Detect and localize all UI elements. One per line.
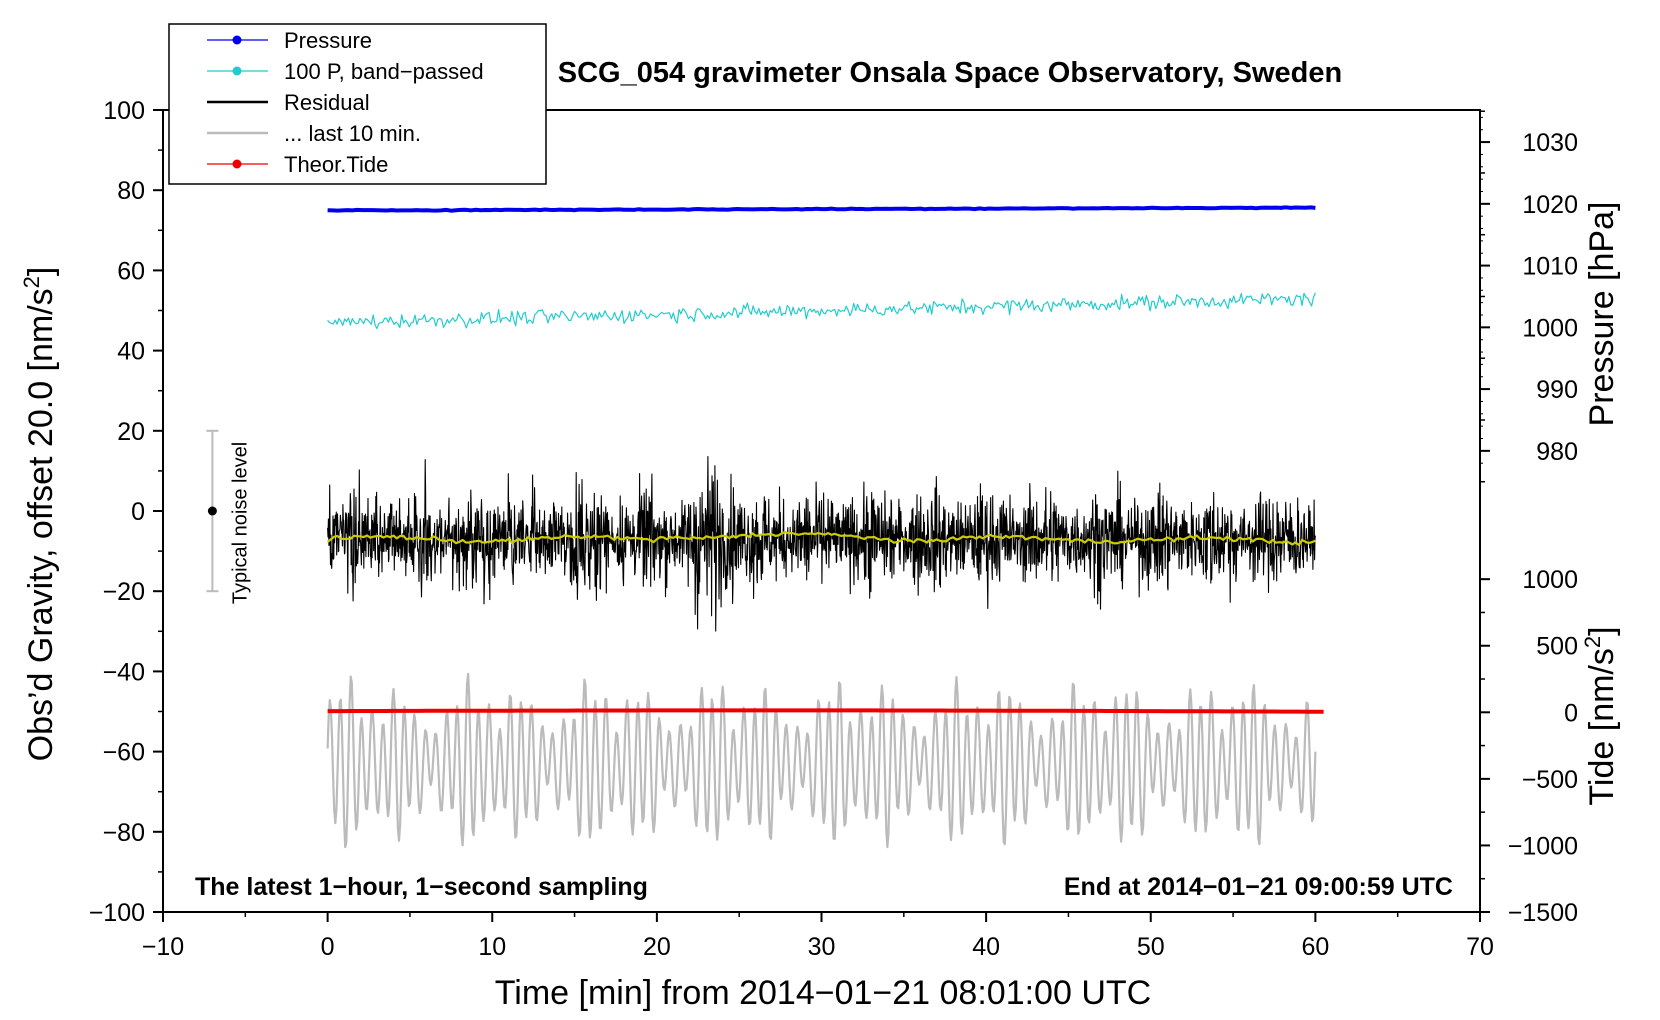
legend-label: Residual [284, 90, 370, 115]
pressure-tick-label: 1000 [1522, 314, 1578, 342]
legend-label: Pressure [284, 28, 372, 53]
y-tick-label: −20 [103, 578, 145, 606]
tide-axis: 1000 500 0 −500 −1000 −1500 [1480, 566, 1578, 927]
x-tick-label: 70 [1466, 933, 1494, 961]
legend: Pressure 100 P, band−passed Residual ... la… [168, 23, 547, 185]
y-tick-label: 40 [117, 338, 145, 366]
pressure-tick-label: 990 [1536, 376, 1578, 404]
y-tick-label: 80 [117, 177, 145, 205]
series-pressure-line [327, 205, 1316, 213]
y-tick-label: −60 [103, 739, 145, 767]
x-tick-label: 30 [808, 933, 836, 961]
legend-marker [232, 66, 242, 76]
x-tick-label: 20 [643, 933, 671, 961]
left-axis: 100 80 60 40 20 0 −20 −40 −60 −80 −100 [89, 97, 163, 927]
tide-axis-title-end: ] [1583, 626, 1621, 635]
y-tick-label: 60 [117, 257, 145, 285]
tide-tick-label: 500 [1536, 633, 1578, 661]
noise-bar-label: Typical noise level [229, 442, 251, 604]
y-axis-title-end: ] [22, 267, 60, 276]
x-tick-label: 10 [478, 933, 506, 961]
pressure-tick-label: 1010 [1522, 253, 1578, 281]
y-tick-label: −40 [103, 658, 145, 686]
y-tick-label: 100 [103, 97, 145, 125]
series-band-passed-line [327, 292, 1316, 330]
x-tick-label: 0 [321, 933, 335, 961]
tide-tick-label: −1500 [1508, 899, 1578, 927]
x-axis-title: Time [min] from 2014−01−21 08:01:00 UTC [495, 974, 1151, 1012]
y-tick-label: 20 [117, 418, 145, 446]
legend-label: 100 P, band−passed [284, 59, 484, 84]
y-tick-label: −80 [103, 819, 145, 847]
tide-axis-title-main: Tide [nm/s [1583, 648, 1621, 805]
y-tick-label: −100 [89, 899, 145, 927]
pressure-axis: 1030 1020 1010 1000 990 980 [1480, 110, 1578, 483]
x-tick-label: 40 [972, 933, 1000, 961]
x-tick-label: −10 [142, 933, 184, 961]
series-theor-tide-line [327, 708, 1324, 714]
annotation-end-time: End at 2014−01−21 09:00:59 UTC [1064, 873, 1453, 901]
legend-label: Theor.Tide [284, 152, 388, 177]
x-tick-label: 50 [1137, 933, 1165, 961]
series-residual-line [327, 455, 1316, 632]
pressure-axis-title: Pressure [hPa] [1583, 202, 1621, 427]
tide-axis-title: Tide [nm/s2] [1580, 626, 1621, 805]
legend-marker [232, 159, 242, 169]
pressure-tick-label: 1030 [1522, 129, 1578, 157]
annotation-sampling: The latest 1−hour, 1−second sampling [195, 873, 648, 901]
legend-box [168, 23, 547, 185]
noise-bar-dot [207, 506, 217, 516]
legend-label: ... last 10 min. [284, 121, 421, 146]
pressure-tick-label: 980 [1536, 438, 1578, 466]
tide-tick-label: 1000 [1522, 566, 1578, 594]
y-tick-label: 0 [131, 498, 145, 526]
y-axis-title-main: Obs’d Gravity, offset 20.0 [nm/s [22, 288, 60, 761]
chart-title: SCG_054 gravimeter Onsala Space Observat… [558, 57, 1342, 89]
y-axis-title-sup: 2 [19, 276, 44, 288]
series-smoothed-residual-line [326, 531, 1316, 547]
bottom-axis: −10 0 10 20 30 40 50 60 70 [142, 912, 1494, 961]
legend-marker [232, 35, 242, 45]
series-last-10-min-line [326, 672, 1317, 849]
tide-tick-label: −1000 [1508, 832, 1578, 860]
tide-axis-title-sup: 2 [1580, 636, 1605, 648]
noise-level-bar: Typical noise level [206, 429, 251, 604]
x-tick-label: 60 [1301, 933, 1329, 961]
tide-tick-label: 0 [1564, 699, 1578, 727]
series-layer [326, 205, 1324, 849]
y-axis-title: Obs’d Gravity, offset 20.0 [nm/s2] [19, 267, 60, 762]
tide-tick-label: −500 [1522, 766, 1578, 794]
pressure-tick-label: 1020 [1522, 191, 1578, 219]
